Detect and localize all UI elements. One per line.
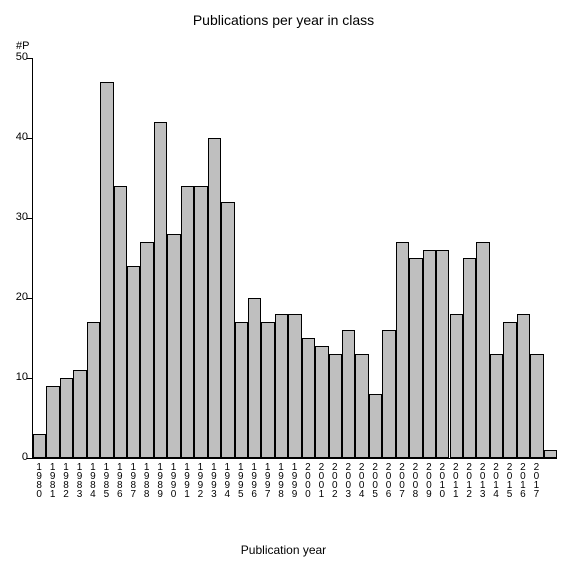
x-tick-label: 2012	[464, 462, 474, 498]
bar	[382, 330, 395, 458]
y-tick-label: 0	[4, 451, 28, 463]
x-tick-label: 2003	[343, 462, 353, 498]
bar	[503, 322, 516, 458]
bar	[490, 354, 503, 458]
x-tick-label: 1989	[155, 462, 165, 498]
x-tick-label: 2014	[491, 462, 501, 498]
bar	[288, 314, 301, 458]
bar	[302, 338, 315, 458]
x-tick-label: 2007	[396, 462, 406, 498]
bar	[114, 186, 127, 458]
x-tick-label: 1988	[141, 462, 151, 498]
x-tick-label: 1982	[61, 462, 71, 498]
bar	[463, 258, 476, 458]
y-tick-label: 40	[4, 131, 28, 143]
x-tick-label: 2002	[329, 462, 339, 498]
y-tick	[27, 378, 32, 379]
x-tick-label: 1986	[114, 462, 124, 498]
y-tick	[27, 458, 32, 459]
bar	[127, 266, 140, 458]
bar	[355, 354, 368, 458]
x-tick-label: 1999	[289, 462, 299, 498]
bar	[73, 370, 86, 458]
bar	[423, 250, 436, 458]
x-tick-label: 2017	[531, 462, 541, 498]
chart-container: Publications per year in class #P 010203…	[0, 0, 567, 567]
x-tick-label: 1996	[249, 462, 259, 498]
bar	[450, 314, 463, 458]
x-tick-label: 2013	[477, 462, 487, 498]
bar	[87, 322, 100, 458]
bar	[194, 186, 207, 458]
y-tick-label: 50	[4, 51, 28, 63]
plot-area	[32, 58, 557, 459]
x-axis-title: Publication year	[0, 543, 567, 557]
bar	[248, 298, 261, 458]
x-tick-label: 1993	[208, 462, 218, 498]
bar	[517, 314, 530, 458]
bar	[369, 394, 382, 458]
bar	[60, 378, 73, 458]
x-tick-label: 1992	[195, 462, 205, 498]
bar	[33, 434, 46, 458]
bar	[476, 242, 489, 458]
bar	[221, 202, 234, 458]
x-tick-label: 2016	[517, 462, 527, 498]
y-tick-label: 10	[4, 371, 28, 383]
x-tick-label: 1998	[276, 462, 286, 498]
x-tick-label: 1987	[128, 462, 138, 498]
x-tick-label: 2006	[383, 462, 393, 498]
bar	[167, 234, 180, 458]
y-tick	[27, 138, 32, 139]
x-tick-label: 2010	[437, 462, 447, 498]
x-tick-label: 1981	[47, 462, 57, 498]
bar	[544, 450, 557, 458]
x-tick-label: 1997	[262, 462, 272, 498]
bar	[100, 82, 113, 458]
x-tick-label: 2009	[423, 462, 433, 498]
bar	[342, 330, 355, 458]
x-tick-label: 1995	[235, 462, 245, 498]
bar	[530, 354, 543, 458]
x-tick-label: 1994	[222, 462, 232, 498]
x-tick-label: 2001	[316, 462, 326, 498]
x-tick-label: 1985	[101, 462, 111, 498]
x-tick-label: 2015	[504, 462, 514, 498]
bar	[409, 258, 422, 458]
y-tick-label: 30	[4, 211, 28, 223]
bar	[436, 250, 449, 458]
bar	[329, 354, 342, 458]
bar	[235, 322, 248, 458]
x-tick-label: 2004	[356, 462, 366, 498]
bar	[208, 138, 221, 458]
x-tick-label: 2000	[302, 462, 312, 498]
x-tick-label: 1984	[87, 462, 97, 498]
bar	[140, 242, 153, 458]
bar	[181, 186, 194, 458]
bar	[396, 242, 409, 458]
x-tick-label: 1991	[182, 462, 192, 498]
x-tick-label: 2005	[370, 462, 380, 498]
chart-title: Publications per year in class	[0, 12, 567, 28]
bar	[154, 122, 167, 458]
bar	[46, 386, 59, 458]
x-tick-label: 2008	[410, 462, 420, 498]
bar	[315, 346, 328, 458]
y-tick	[27, 58, 32, 59]
x-tick-label: 2011	[450, 462, 460, 498]
y-tick	[27, 298, 32, 299]
x-tick-label: 1983	[74, 462, 84, 498]
bar	[275, 314, 288, 458]
bar	[261, 322, 274, 458]
x-tick-label: 1980	[34, 462, 44, 498]
y-tick-label: 20	[4, 291, 28, 303]
x-tick-label: 1990	[168, 462, 178, 498]
y-tick	[27, 218, 32, 219]
